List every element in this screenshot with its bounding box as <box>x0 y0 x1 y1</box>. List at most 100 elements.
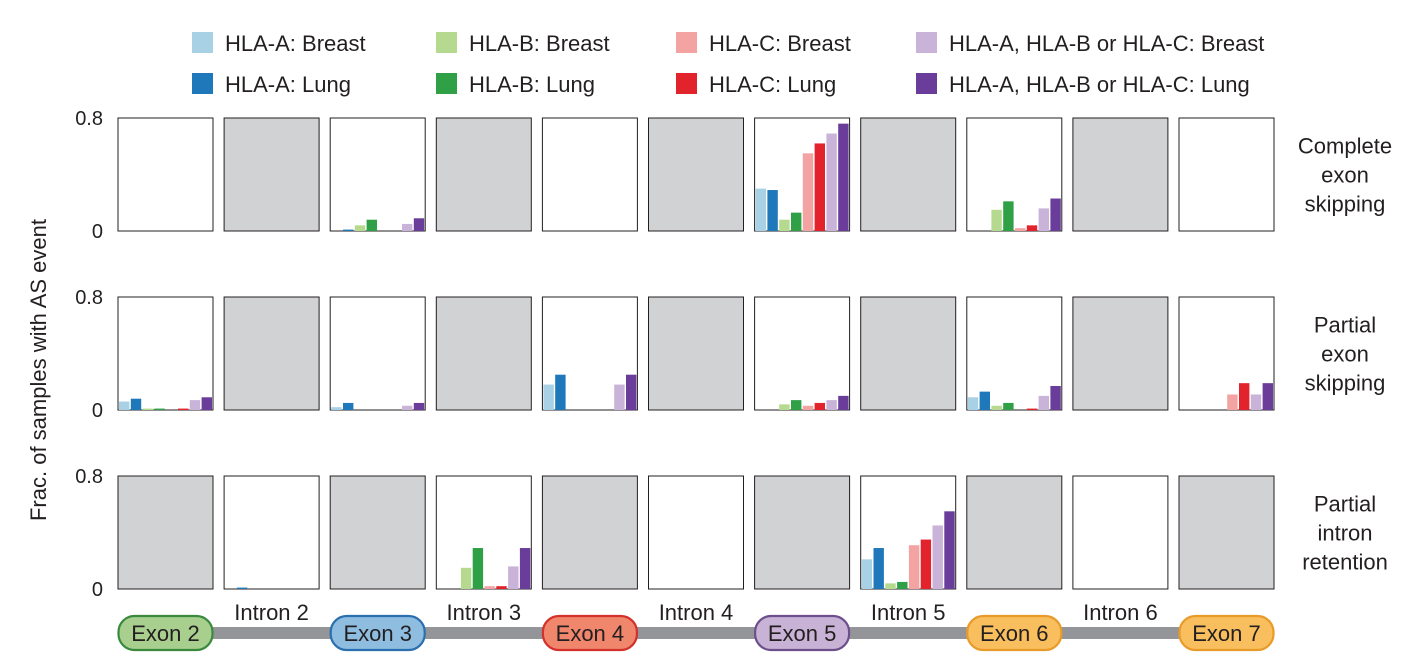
bar-row-2-exon-7-hla-c-lung <box>1239 383 1250 410</box>
panel-row-2-exon-6 <box>966 296 1063 411</box>
bar-row-2-exon-4-hla-a-hla-b-or-hla-c-lung <box>626 374 637 410</box>
panel-row-1-exon-7 <box>1178 117 1275 232</box>
bar-row-2-exon-5-hla-b-breast <box>779 404 790 410</box>
row-label-2-line-3: skipping <box>1305 371 1386 396</box>
legend-swatch-hla-b-lung <box>436 73 457 94</box>
legend-label-hla-a-breast: HLA-A: Breast <box>225 31 366 56</box>
y-tick-max-row-2: 0.8 <box>75 287 103 309</box>
y-tick-max-row-3: 0.8 <box>75 466 103 488</box>
intron-label-intron-6: Intron 6 <box>1083 600 1158 625</box>
exon-box-exon-2 <box>117 614 214 652</box>
bar-row-2-exon-2-hla-b-lung <box>154 408 165 410</box>
y-tick-zero-row-3: 0 <box>92 579 103 601</box>
legend-label-hla-b-breast: HLA-B: Breast <box>469 31 610 56</box>
row-label-2-line-2: exon <box>1321 342 1369 367</box>
row-label-1-line-2: exon <box>1321 163 1369 188</box>
exon-label-exon-6: Exon 6 <box>980 621 1049 646</box>
panel-na-row-3-exon-3 <box>329 475 426 590</box>
panel-na-row-1-intron-2 <box>223 117 320 232</box>
bar-row-2-exon-2-hla-b-breast <box>142 408 153 410</box>
panel-row-2-exon-2 <box>117 296 214 411</box>
panel-na-row-1-intron-6 <box>1072 117 1169 232</box>
bar-row-2-exon-2-hla-a-hla-b-or-hla-c-lung <box>201 397 212 410</box>
panel-row-2-exon-5 <box>754 296 851 411</box>
panel-na-row-2-intron-4 <box>648 296 744 411</box>
bar-row-3-intron-3-hla-c-lung <box>496 586 507 589</box>
bar-row-2-exon-7-hla-a-hla-b-or-hla-c-breast <box>1250 394 1262 410</box>
legend-swatch-hla-b-breast <box>436 32 457 53</box>
bar-row-3-intron-3-hla-b-breast <box>460 567 472 589</box>
bar-row-3-intron-3-hla-b-lung <box>472 548 484 589</box>
bar-row-1-exon-5-hla-a-hla-b-or-hla-c-breast <box>826 133 837 231</box>
bar-row-3-intron-5-hla-a-lung <box>873 548 884 589</box>
panel-na-row-3-exon-4 <box>541 475 638 590</box>
y-tick-max-row-1: 0.8 <box>75 108 103 130</box>
legend-label-hla-b-lung: HLA-B: Lung <box>469 72 595 97</box>
bar-row-2-exon-2-hla-a-breast <box>119 401 130 410</box>
bar-row-2-exon-3-hla-a-hla-b-or-hla-c-lung <box>413 402 425 410</box>
bar-row-2-exon-5-hla-b-lung <box>791 400 802 410</box>
bar-row-1-exon-6-hla-a-hla-b-or-hla-c-breast <box>1038 208 1049 231</box>
legend-swatch-hla-c-breast <box>676 32 697 53</box>
row-label-3-line-3: retention <box>1302 550 1388 575</box>
bar-row-1-exon-5-hla-b-lung <box>791 212 802 231</box>
bar-row-2-exon-3-hla-a-hla-b-or-hla-c-breast <box>402 405 413 410</box>
bar-row-2-exon-6-hla-c-lung <box>1026 408 1038 410</box>
bar-row-2-exon-3-hla-a-breast <box>331 407 342 410</box>
legend-label-hla-a-hla-b-or-hla-c-breast: HLA-A, HLA-B or HLA-C: Breast <box>949 31 1264 56</box>
exon-box-exon-7 <box>1178 614 1275 652</box>
exon-label-exon-7: Exon 7 <box>1192 621 1261 646</box>
bar-row-2-exon-5-hla-c-breast <box>802 405 814 410</box>
panel-row-2-exon-7 <box>1178 296 1275 411</box>
exon-box-exon-4 <box>541 614 639 652</box>
bar-row-2-exon-2-hla-a-lung <box>130 398 142 410</box>
bar-row-1-exon-6-hla-a-hla-b-or-hla-c-lung <box>1050 198 1061 231</box>
bar-row-2-exon-6-hla-b-lung <box>1003 402 1014 410</box>
bar-row-3-intron-5-hla-a-breast <box>861 559 873 589</box>
bar-row-2-exon-7-hla-a-hla-b-or-hla-c-lung <box>1262 383 1273 410</box>
bar-row-1-exon-3-hla-b-breast <box>354 225 366 231</box>
legend-label-hla-a-hla-b-or-hla-c-lung: HLA-A, HLA-B or HLA-C: Lung <box>949 72 1250 97</box>
row-label-3-line-1: Partial <box>1314 492 1376 517</box>
bar-row-2-exon-4-hla-a-lung <box>555 374 566 410</box>
bar-row-2-exon-6-hla-b-breast <box>991 405 1002 410</box>
bar-row-1-exon-5-hla-c-breast <box>802 153 814 231</box>
panel-na-row-3-exon-6 <box>966 475 1063 590</box>
bar-row-2-exon-6-hla-a-hla-b-or-hla-c-lung <box>1050 385 1061 410</box>
panel-row-3-intron-2 <box>223 475 320 590</box>
bar-row-3-intron-5-hla-b-breast <box>885 583 896 589</box>
exon-box-exon-6 <box>966 614 1063 652</box>
bar-row-1-exon-5-hla-c-lung <box>814 143 825 231</box>
bar-row-2-exon-2-hla-c-lung <box>178 408 189 410</box>
bar-row-3-intron-5-hla-a-hla-b-or-hla-c-lung <box>944 511 955 589</box>
panel-row-1-exon-4 <box>541 117 638 232</box>
panel-na-row-3-exon-2 <box>117 475 214 590</box>
bar-row-2-exon-5-hla-c-lung <box>814 402 825 410</box>
legend-swatch-hla-a-hla-b-or-hla-c-breast <box>916 32 937 53</box>
exon-label-exon-4: Exon 4 <box>556 621 625 646</box>
bar-row-1-exon-6-hla-c-breast <box>1015 228 1026 231</box>
bar-row-3-intron-3-hla-c-breast <box>484 586 495 589</box>
bar-row-1-exon-3-hla-b-lung <box>366 219 377 231</box>
bar-row-1-exon-6-hla-b-breast <box>991 209 1002 231</box>
panel-na-row-2-intron-5 <box>860 296 957 411</box>
bar-row-1-exon-5-hla-b-breast <box>779 219 790 231</box>
panel-na-row-3-exon-7 <box>1178 475 1275 590</box>
row-label-1-line-1: Complete <box>1298 134 1392 159</box>
exon-label-exon-2: Exon 2 <box>131 621 200 646</box>
bar-row-2-exon-4-hla-a-hla-b-or-hla-c-breast <box>614 384 625 410</box>
exon-box-exon-5 <box>753 614 851 652</box>
bar-row-2-exon-2-hla-a-hla-b-or-hla-c-breast <box>189 400 201 410</box>
bar-row-2-exon-3-hla-a-lung <box>343 402 354 410</box>
bar-row-2-exon-6-hla-a-hla-b-or-hla-c-breast <box>1038 395 1049 410</box>
panel-na-row-3-exon-5 <box>754 475 851 590</box>
legend-label-hla-a-lung: HLA-A: Lung <box>225 72 351 97</box>
panel-row-1-exon-3 <box>329 117 426 232</box>
panel-na-row-1-intron-5 <box>860 117 957 232</box>
bar-row-3-intron-5-hla-c-lung <box>920 539 932 589</box>
bar-row-2-exon-5-hla-a-hla-b-or-hla-c-breast <box>826 400 837 410</box>
row-label-3-line-2: intron <box>1317 521 1372 546</box>
bar-row-1-exon-3-hla-a-lung <box>343 229 354 231</box>
bar-row-2-exon-6-hla-a-breast <box>967 397 979 410</box>
